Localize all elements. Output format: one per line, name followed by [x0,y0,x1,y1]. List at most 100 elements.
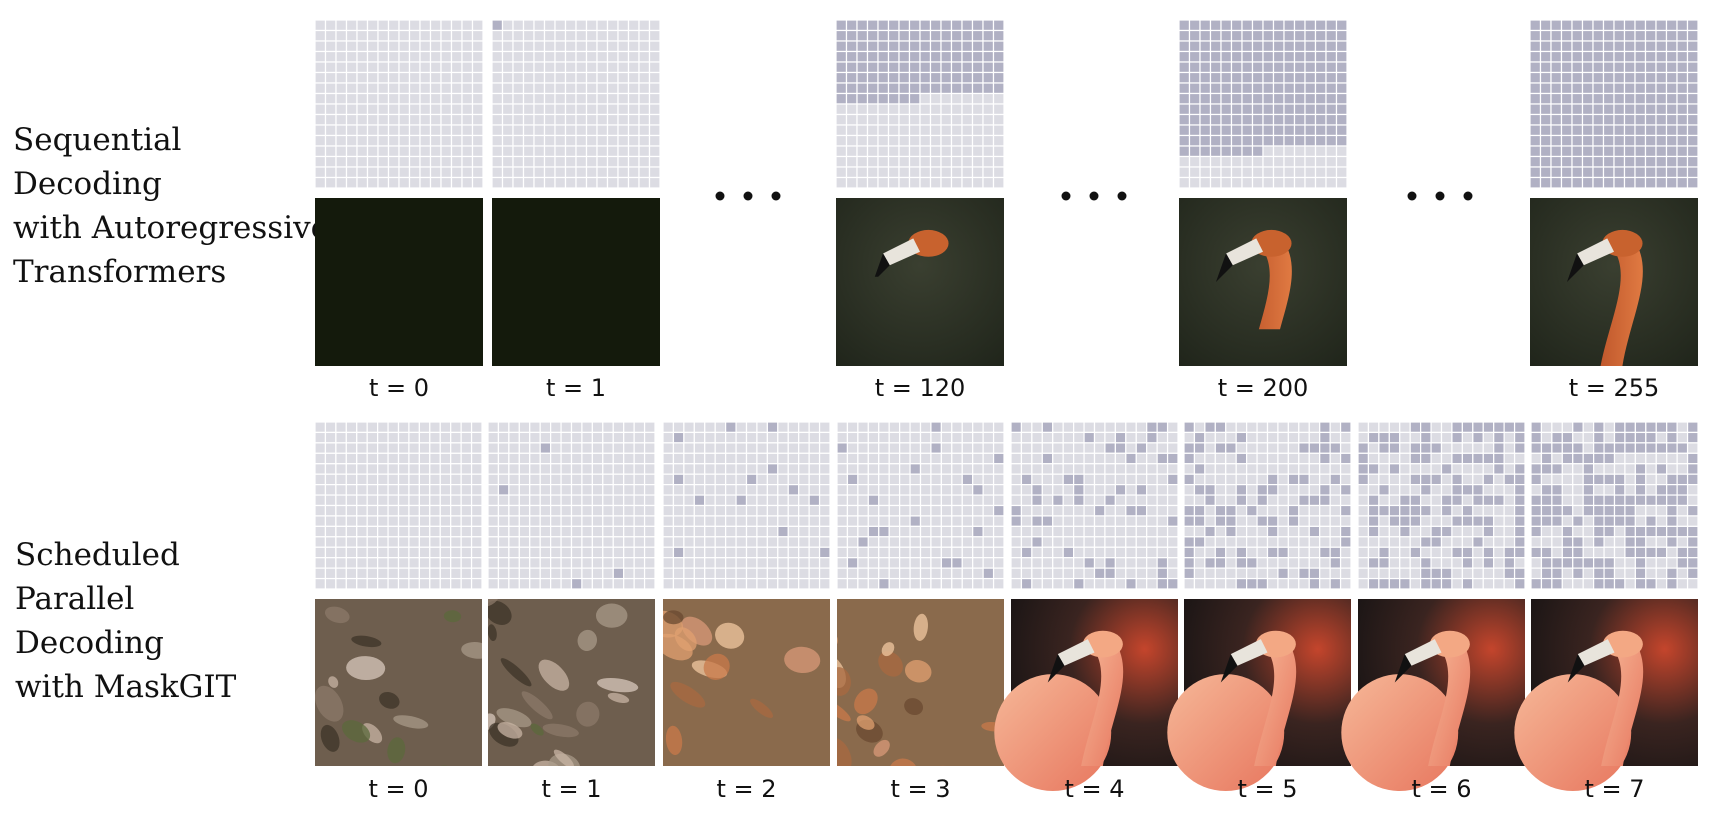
token [1686,19,1699,32]
token [1156,536,1169,548]
token [1178,82,1191,95]
token [1572,463,1584,475]
token [314,525,327,538]
token [1666,515,1678,527]
token [898,29,911,42]
token [919,103,932,116]
token [1540,577,1553,590]
token [940,515,953,527]
token [429,421,441,434]
token [1603,452,1616,465]
token [643,431,656,444]
token [1041,577,1054,590]
token [940,176,953,189]
token [1293,124,1306,137]
token [1367,525,1380,538]
token [1482,484,1495,496]
token [1593,431,1605,444]
token [377,494,389,507]
token [1193,546,1206,559]
token [898,176,911,189]
token [314,504,327,517]
token [596,134,609,147]
token [1572,431,1584,444]
token [950,103,963,116]
token [554,40,567,53]
token [951,525,963,538]
token [366,546,379,559]
image [315,198,483,366]
token [856,61,869,74]
token [1199,92,1212,105]
token [888,463,901,475]
token [398,82,411,95]
token [1676,61,1689,74]
token [1540,463,1553,475]
token [471,92,484,105]
token [324,82,337,95]
token [1493,577,1505,590]
token [518,515,531,527]
token [1388,494,1401,507]
token [533,124,546,137]
token [1644,29,1657,42]
token [591,452,604,465]
token [930,442,942,454]
token [808,536,821,548]
token [1357,536,1370,548]
token [1104,557,1116,569]
beak-white [883,238,920,266]
token [940,29,953,42]
token [397,536,410,548]
token [1676,82,1689,95]
token [1262,103,1275,116]
token [1572,442,1584,454]
token [1655,103,1668,116]
texture [334,795,371,816]
token [1503,494,1516,507]
token [1603,515,1616,527]
token [606,145,619,158]
token [1676,577,1689,590]
beak-black [1215,253,1233,282]
token [356,124,369,137]
token [543,40,556,53]
token [982,431,995,444]
token [857,536,869,548]
token [1093,567,1106,580]
token [1314,29,1327,42]
ellipsis-dot [1435,191,1445,201]
token [1251,145,1264,158]
token [787,567,800,580]
token [1551,421,1563,434]
token [602,577,614,590]
texture [913,613,928,641]
token [356,577,368,590]
token [1020,525,1033,538]
token [1308,567,1321,580]
token [992,557,1005,569]
token [497,442,510,454]
token [508,525,520,538]
token [672,421,685,434]
token [560,536,573,548]
token [1561,557,1574,569]
token [1188,134,1201,147]
token [429,40,442,53]
token [919,452,932,465]
token [930,452,942,465]
token [335,71,348,84]
token [1256,515,1269,527]
token [940,525,953,538]
token [564,82,577,95]
token [982,536,995,548]
token [1582,536,1595,548]
token [1493,515,1505,527]
token [512,176,525,189]
token [366,113,379,126]
token [627,71,640,84]
token [1319,515,1331,527]
token [1052,442,1064,454]
token [408,452,420,465]
token [1550,50,1563,63]
